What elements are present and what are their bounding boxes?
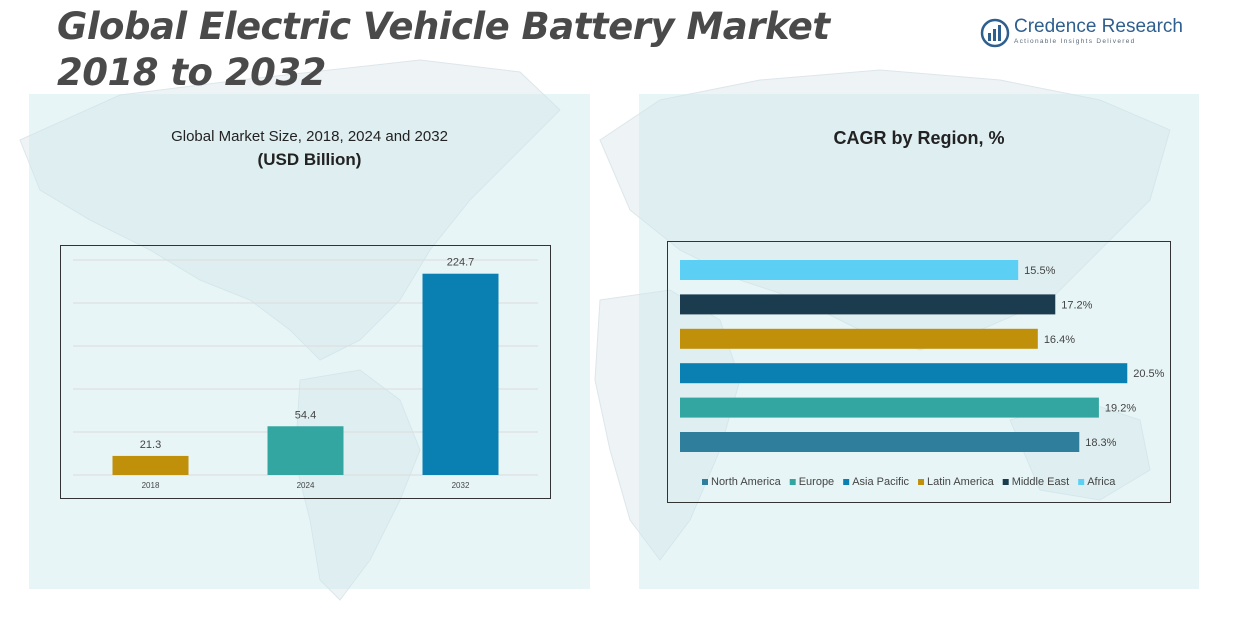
data-label-north-america: 18.3% [1085,437,1116,449]
data-label-2032: 224.7 [447,257,475,269]
market-size-chart-frame: 21.3 2018 54.4 2024 224.7 2032 [60,245,551,499]
page-title-line-1: Global Electric Vehicle Battery Market [57,5,830,48]
market-size-chart-subtitle: (USD Billion) [257,150,362,169]
cagr-chart-frame: 15.5% 17.2% 16.4% 20.5% 19.2% 18.3% North Amer… [667,241,1171,503]
bar-2024 [267,426,344,475]
cagr-chart-title: CAGR by Region, % [833,128,1005,148]
legend-swatch-north-america [702,479,708,485]
market-size-panel: Global Market Size, 2018, 2024 and 2032 … [29,94,590,589]
legend-label-africa: Africa [1087,476,1116,488]
bar-chart-globe-icon [980,18,1010,48]
page-title-line-2: 2018 to 2032 [57,51,326,94]
legend-label-latin-america: Latin America [927,476,995,488]
data-label-africa: 15.5% [1024,265,1055,277]
data-label-europe: 19.2% [1105,403,1136,415]
data-label-asia-pacific: 20.5% [1133,368,1164,380]
data-label-2018: 21.3 [140,439,161,451]
legend-swatch-asia-pacific [843,479,850,485]
legend-swatch-latin-america [918,479,925,485]
cagr-panel: CAGR by Region, % 15.5% 17.2% 16.4% 20.5% 19… [639,94,1199,589]
bar-latin-america [680,328,1038,349]
page-title: Global Electric Vehicle Battery Market 2… [57,4,830,96]
legend-label-europe: Europe [799,476,834,488]
data-label-latin-america: 16.4% [1044,334,1075,346]
bar-2032 [422,273,499,475]
x-tick-label-2032: 2032 [452,481,470,490]
bar-middle-east [680,294,1056,315]
market-size-bar-chart: 21.3 2018 54.4 2024 224.7 2032 [73,257,538,490]
bar-africa [680,260,1019,280]
logo-tagline: Actionable Insights Delivered [1014,38,1136,45]
legend-label-middle-east: Middle East [1012,476,1069,488]
legend-swatch-middle-east [1002,479,1009,485]
legend-swatch-africa [1078,479,1085,485]
legend-label-north-america: North America [711,476,782,488]
market-size-chart-title: Global Market Size, 2018, 2024 and 2032 [171,128,448,145]
credence-research-logo: Credence Research Actionable Insights De… [980,16,1183,50]
legend-swatch-europe [789,479,796,485]
x-tick-label-2024: 2024 [297,481,315,490]
logo-name: Credence Research [1014,16,1183,37]
data-label-middle-east: 17.2% [1061,299,1092,311]
bar-north-america [680,432,1080,452]
legend-label-asia-pacific: Asia Pacific [852,476,909,488]
cagr-bar-chart: 15.5% 17.2% 16.4% 20.5% 19.2% 18.3% North Amer… [680,260,1165,488]
data-label-2024: 54.4 [295,409,316,421]
bar-asia-pacific [680,363,1128,384]
x-tick-label-2018: 2018 [142,481,160,490]
bar-europe [680,397,1099,418]
bar-2018 [112,455,189,475]
